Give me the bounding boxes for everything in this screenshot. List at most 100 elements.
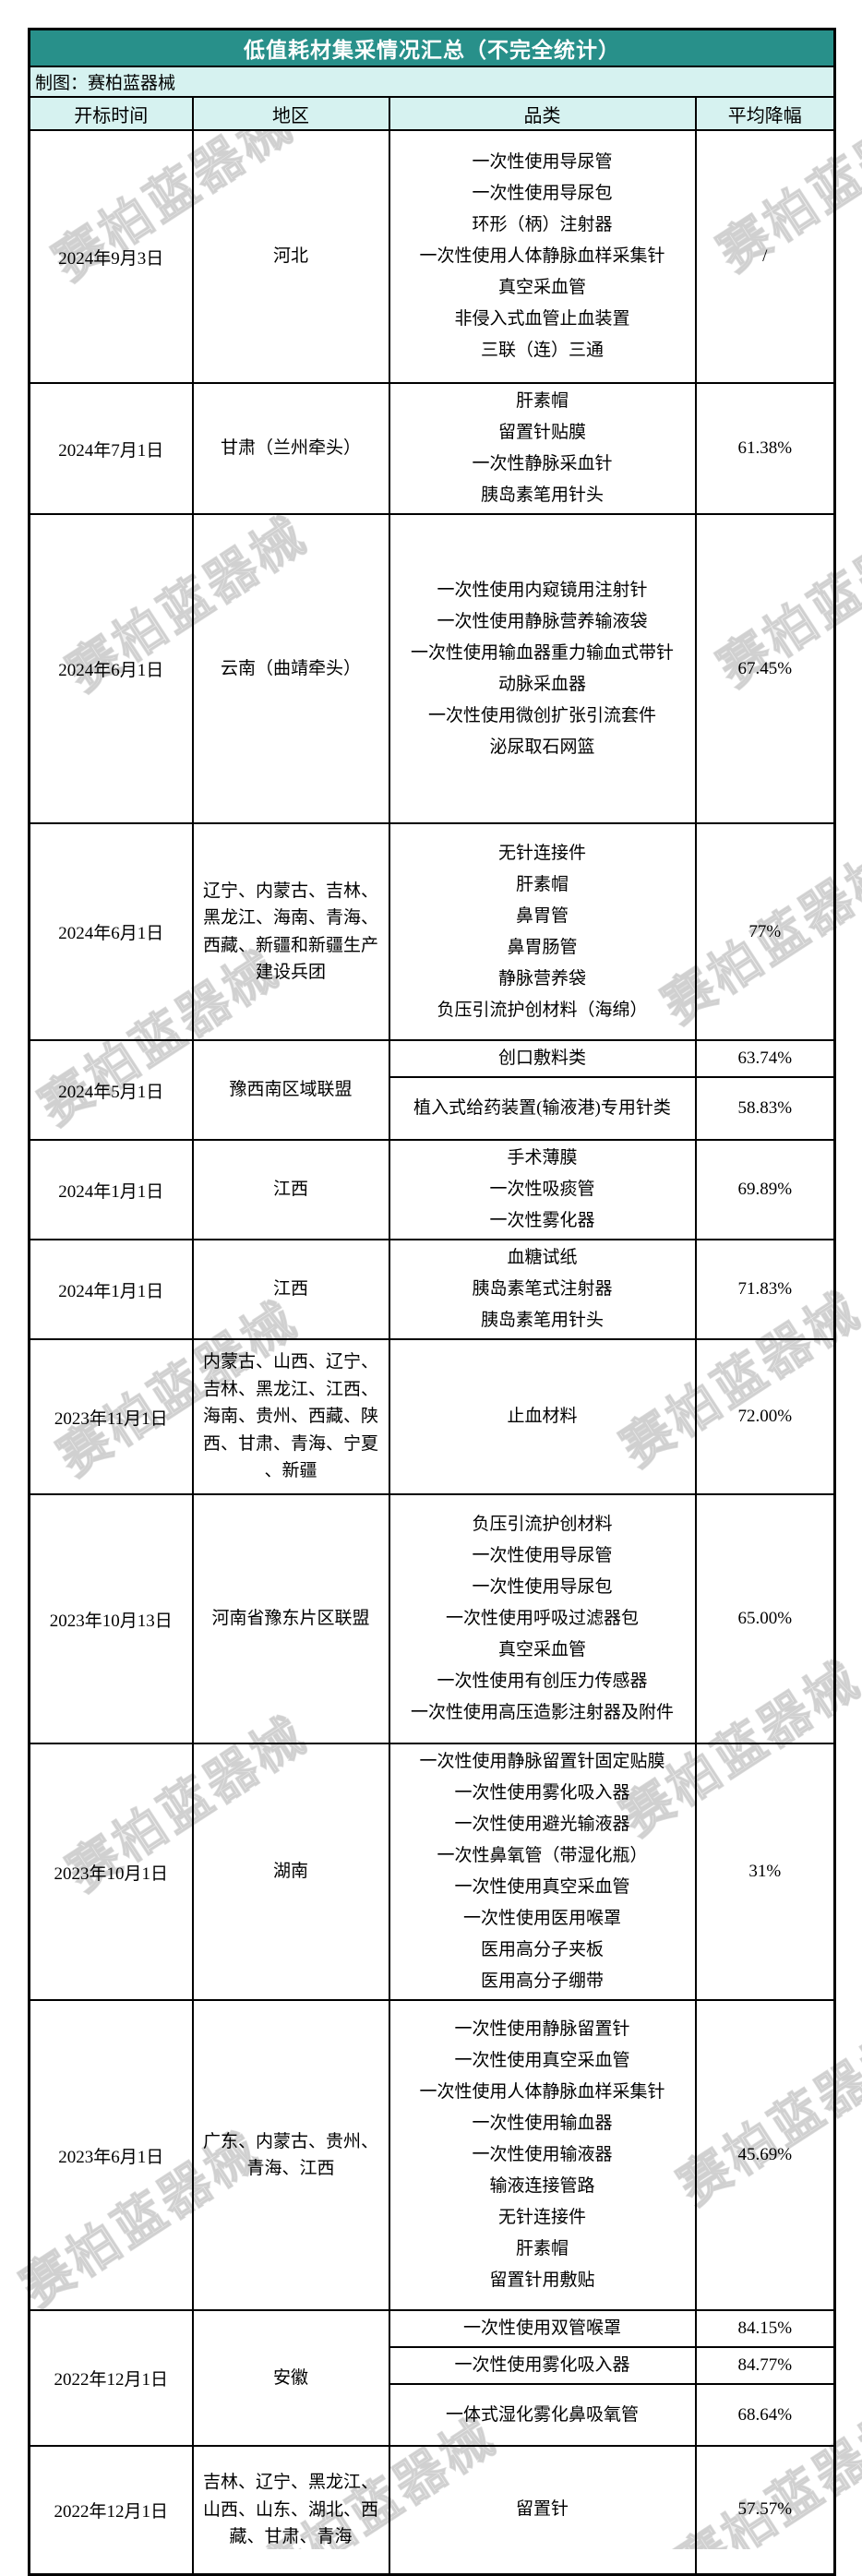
bid-date-cell: 2024年1月1日 bbox=[28, 1239, 194, 1340]
table-row: 2023年11月1日 内蒙古、山西、辽宁、吉林、黑龙江、江西、海南、贵州、西藏、陕… bbox=[28, 1338, 836, 1495]
category-item: 一次性使用微创扩张引流套件 bbox=[427, 705, 656, 725]
category-item: 胰岛素笔用针头 bbox=[480, 485, 604, 505]
category-item: 一次性使用导尿管 bbox=[472, 1546, 613, 1565]
rate-cell: 69.89% bbox=[694, 1139, 836, 1240]
column-header-row: 开标时间 地区 品类 平均降幅 bbox=[28, 96, 836, 131]
bid-date-cell: 2022年12月1日 bbox=[28, 2309, 194, 2447]
category-cell: 一次性使用内窥镜用注射针 一次性使用静脉营养输液袋一次性使用输血器重力输血式带针动… bbox=[388, 513, 697, 824]
category-cell: 止血材料 bbox=[388, 1338, 697, 1495]
category-item: 一次性使用导尿管 bbox=[472, 152, 613, 172]
bid-date-cell: 2023年10月1日 bbox=[28, 1743, 194, 2001]
category-item: 真空采血管 bbox=[497, 278, 586, 297]
category-item: 鼻胃肠管 bbox=[507, 937, 578, 957]
title-row: 低值耗材集采情况汇总（不完全统计） bbox=[28, 28, 836, 67]
category-item: 手术薄膜 bbox=[507, 1148, 578, 1168]
category-item: 肝素帽 bbox=[515, 391, 569, 411]
category-item: 一次性使用人体静脉血样采集针 bbox=[419, 246, 665, 266]
table-row: 2023年6月1日 广东、内蒙古、贵州、青海、江西 一次性使用静脉留置针 一次性使用真… bbox=[28, 1999, 836, 2311]
category-cell: 留置针 bbox=[388, 2445, 697, 2575]
category-item: 无针连接件 bbox=[497, 843, 586, 863]
category-item: 一次性雾化器 bbox=[489, 1211, 595, 1230]
region-cell: 内蒙古、山西、辽宁、吉林、黑龙江、江西、海南、贵州、西藏、陕西、甘肃、青海、宁夏… bbox=[191, 1338, 390, 1495]
category-item: 一次性使用医用喉罩 bbox=[462, 1909, 621, 1928]
category-item: 泌尿取石网篮 bbox=[489, 737, 595, 757]
credit-label: 制图：赛柏蓝器械 bbox=[28, 66, 836, 98]
bid-date-cell: 2024年6月1日 bbox=[28, 822, 194, 1041]
category-cell: 无针连接件 肝素帽 鼻胃管 鼻胃肠管 静脉营养袋 负压引流护创材料（海绵） bbox=[388, 822, 697, 1041]
category-item: 医用高分子绷带 bbox=[480, 1971, 604, 1991]
category-cell: 一次性使用静脉留置针固定贴膜 一次性使用雾化吸入器 一次性使用避光输液器 一次性鼻氧管… bbox=[388, 1743, 697, 2001]
rate-cell: / bbox=[694, 129, 836, 384]
rate-cell: 67.45% bbox=[694, 513, 836, 824]
category-item: 一次性使用导尿包 bbox=[472, 1577, 613, 1597]
column-header-category: 品类 bbox=[388, 96, 697, 131]
category-item: 一次性使用有创压力传感器 bbox=[437, 1671, 648, 1691]
region-cell: 云南（曲靖牵头） bbox=[191, 513, 390, 824]
category-item: 一次性使用内窥镜用注射针 bbox=[437, 580, 648, 600]
category-item: 胰岛素笔式注射器 bbox=[472, 1279, 613, 1299]
credit-row: 制图：赛柏蓝器械 bbox=[28, 66, 836, 98]
category-item: 血糖试纸 bbox=[507, 1248, 578, 1267]
category-item: 非侵入式血管止血装置 bbox=[454, 309, 630, 329]
category-item: 一次性使用真空采血管 bbox=[454, 1877, 630, 1897]
category-item: 一次性使用高压造影注射器及附件 bbox=[410, 1703, 674, 1722]
category-item: 一次性使用输血器重力输血式带针 bbox=[410, 642, 674, 663]
rate-cell: 84.77% bbox=[694, 2346, 836, 2385]
table-row: 2024年7月1日 甘肃（兰州牵头） 肝素帽 留置针贴膜 一次性静脉采血针 胰岛素笔用针头… bbox=[28, 382, 836, 515]
rate-cell: 31% bbox=[694, 1743, 836, 2001]
table-row: 2024年1月1日 江西 手术薄膜 一次性吸痰管 一次性雾化器 69.89% bbox=[28, 1139, 836, 1240]
table-row: 2022年12月1日 安徽 一次性使用双管喉罩 84.15% bbox=[28, 2309, 836, 2447]
region-cell: 江西 bbox=[191, 1239, 390, 1340]
region-cell: 河北 bbox=[191, 129, 390, 384]
bid-date-cell: 2023年6月1日 bbox=[28, 1999, 194, 2311]
procurement-table: 低值耗材集采情况汇总（不完全统计） 制图：赛柏蓝器械 开标时间 地区 品类 平均… bbox=[28, 28, 836, 2576]
rate-cell: 61.38% bbox=[694, 382, 836, 515]
procurement-table-body: 2024年9月3日 河北 一次性使用导尿管 一次性使用导尿包 环形（柄）注射器 一次性使用… bbox=[28, 129, 836, 2575]
category-item: 负压引流护创材料（海绵） bbox=[437, 1000, 648, 1020]
category-item: 一次性使用呼吸过滤器包 bbox=[445, 1609, 639, 1628]
category-item: 一次性使用导尿包 bbox=[472, 184, 613, 203]
category-item: 一次性使用人体静脉血样采集针 bbox=[419, 2082, 665, 2102]
category-item: 一次性使用静脉留置针 bbox=[454, 2019, 630, 2039]
category-item: 输液连接管路 bbox=[489, 2176, 595, 2196]
table-row: 一次性使用雾化吸入器 84.77% bbox=[30, 2346, 836, 2385]
column-header-region: 地区 bbox=[191, 96, 390, 131]
category-cell: 植入式给药装置(输液港)专用针类 bbox=[388, 1076, 697, 1141]
category-item: 一次性使用避光输液器 bbox=[454, 1815, 630, 1834]
region-cell: 广东、内蒙古、贵州、青海、江西 bbox=[191, 1999, 390, 2311]
category-cell: 肝素帽 留置针贴膜 一次性静脉采血针 胰岛素笔用针头 bbox=[388, 382, 697, 515]
category-item: 一次性使用输液器 bbox=[472, 2145, 613, 2164]
category-item: 一次性使用静脉留置针固定贴膜 bbox=[419, 1752, 665, 1771]
table-row: 2024年6月1日 云南（曲靖牵头） 一次性使用内窥镜用注射针 一次性使用静脉营养输液… bbox=[28, 513, 836, 824]
category-cell: 一体式湿化雾化鼻吸氧管 bbox=[388, 2383, 697, 2447]
category-item: 留置针 bbox=[515, 2499, 569, 2520]
category-item: 鼻胃管 bbox=[515, 905, 569, 926]
rate-cell: 65.00% bbox=[694, 1493, 836, 1744]
bid-date-cell: 2024年1月1日 bbox=[28, 1139, 194, 1240]
category-item: 动脉采血器 bbox=[497, 674, 586, 694]
region-cell: 湖南 bbox=[191, 1743, 390, 2001]
category-item: 肝素帽 bbox=[515, 2239, 569, 2258]
category-item: 止血材料 bbox=[507, 1407, 578, 1426]
table-row: 2024年1月1日 江西 血糖试纸 胰岛素笔式注射器 胰岛素笔用针头 71.83% bbox=[28, 1239, 836, 1340]
category-item: 一次性鼻氧管（带湿化瓶） bbox=[437, 1846, 648, 1865]
category-cell: 创口敷料类 bbox=[388, 1039, 697, 1078]
table-row: 2024年6月1日 辽宁、内蒙古、吉林、黑龙江、海南、青海、西藏、新疆和新疆生产建… bbox=[28, 822, 836, 1041]
region-cell: 河南省豫东片区联盟 bbox=[191, 1493, 390, 1744]
category-cell: 血糖试纸胰岛素笔式注射器 胰岛素笔用针头 bbox=[388, 1239, 697, 1340]
table-row: 2023年10月13日 河南省豫东片区联盟 负压引流护创材料 一次性使用导尿管 一次性使… bbox=[28, 1493, 836, 1744]
category-item: 胰岛素笔用针头 bbox=[480, 1311, 604, 1330]
bid-date-cell: 2022年12月1日 bbox=[28, 2445, 194, 2575]
column-header-bid-date: 开标时间 bbox=[28, 96, 194, 131]
category-cell: 负压引流护创材料 一次性使用导尿管 一次性使用导尿包 一次性使用呼吸过滤器包 真空采血管… bbox=[388, 1493, 697, 1744]
bid-date-cell: 2024年9月3日 bbox=[28, 129, 194, 384]
category-item: 一次性使用雾化吸入器 bbox=[454, 1783, 630, 1803]
category-item: 一次性使用静脉营养输液袋 bbox=[437, 611, 648, 631]
category-cell: 一次性使用导尿管 一次性使用导尿包 环形（柄）注射器 一次性使用人体静脉血样采集针 真空… bbox=[388, 129, 697, 384]
rate-cell: 63.74% bbox=[694, 1039, 836, 1078]
rate-cell: 68.64% bbox=[694, 2383, 836, 2447]
rate-cell: 72.00% bbox=[694, 1338, 836, 1495]
category-item: 留置针用敷贴 bbox=[489, 2270, 595, 2290]
rate-cell: 57.57% bbox=[694, 2445, 836, 2575]
table-row: 植入式给药装置(输液港)专用针类 58.83% bbox=[30, 1076, 836, 1141]
